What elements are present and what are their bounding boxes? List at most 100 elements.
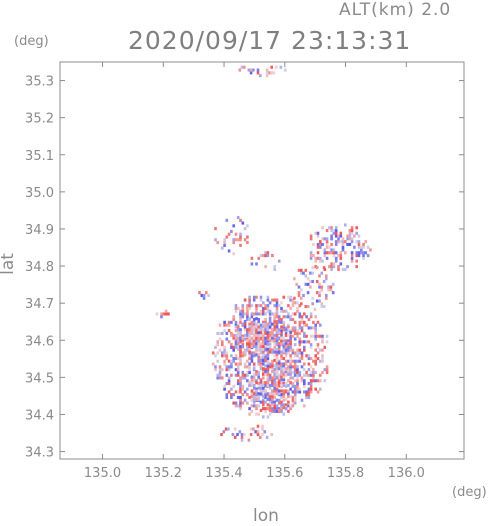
- data-cell: [287, 333, 290, 337]
- data-cell: [236, 433, 239, 437]
- data-cell: [316, 357, 320, 361]
- data-cell: [262, 333, 265, 337]
- y-tick-label: 34.4: [25, 408, 54, 423]
- data-cell: [298, 357, 302, 361]
- data-cell: [239, 243, 242, 247]
- data-cell: [284, 328, 288, 332]
- data-cell: [293, 359, 297, 363]
- data-cell: [241, 351, 245, 355]
- data-cell: [243, 348, 247, 352]
- data-cell: [274, 65, 278, 69]
- y-tick-label: 34.7: [25, 297, 54, 312]
- data-cell: [279, 65, 283, 69]
- data-cell: [312, 376, 315, 380]
- data-cell: [296, 309, 299, 313]
- data-cell: [218, 373, 222, 377]
- data-cell: [277, 328, 281, 332]
- data-cell: [319, 373, 322, 377]
- data-cell: [289, 306, 292, 310]
- data-cell: [355, 240, 358, 244]
- data-cell: [306, 291, 310, 295]
- data-cell: [355, 259, 358, 263]
- data-cell: [246, 337, 249, 341]
- data-cell: [304, 274, 308, 278]
- data-cell: [307, 393, 311, 397]
- data-cell: [266, 375, 270, 379]
- data-cell: [321, 334, 324, 338]
- y-tick-label: 34.6: [25, 334, 54, 349]
- data-cell: [236, 368, 240, 372]
- data-cell: [293, 326, 297, 330]
- data-cell: [252, 365, 256, 369]
- data-cell: [271, 403, 274, 407]
- data-cell: [346, 265, 349, 269]
- data-cell: [257, 375, 260, 379]
- data-cell: [223, 238, 226, 242]
- data-cell: [255, 412, 258, 416]
- data-cell: [270, 65, 273, 69]
- data-cell: [316, 345, 320, 349]
- data-cell: [255, 262, 258, 266]
- data-cell: [234, 354, 238, 358]
- data-cell: [227, 232, 231, 236]
- data-cell: [155, 312, 159, 316]
- data-cell: [305, 315, 308, 319]
- data-cell: [312, 320, 315, 324]
- data-cell: [284, 326, 288, 330]
- data-cell: [268, 343, 272, 347]
- data-cell: [223, 345, 226, 349]
- data-cell: [236, 365, 240, 369]
- data-cell: [298, 331, 302, 335]
- data-cell: [277, 318, 281, 322]
- data-cell: [255, 312, 258, 316]
- data-cell: [309, 373, 313, 377]
- data-cell: [264, 320, 267, 324]
- data-cell: [250, 357, 254, 361]
- data-cell: [222, 430, 226, 434]
- data-cell: [271, 328, 274, 332]
- data-cell: [259, 331, 263, 335]
- data-cell: [225, 354, 229, 358]
- data-cell: [303, 340, 306, 344]
- data-cell: [257, 370, 260, 374]
- data-cell: [239, 382, 242, 386]
- data-cell: [316, 351, 320, 355]
- data-cell: [257, 256, 260, 260]
- data-cell: [350, 251, 354, 255]
- data-cell: [316, 251, 320, 255]
- data-cell: [164, 309, 168, 313]
- data-cell: [277, 344, 281, 348]
- data-cell: [223, 384, 226, 388]
- data-cell: [273, 350, 276, 354]
- data-cell: [259, 358, 263, 362]
- data-cell: [287, 400, 290, 404]
- data-cell: [309, 345, 313, 349]
- data-cell: [273, 322, 276, 326]
- data-cell: [234, 390, 238, 394]
- data-cell: [362, 256, 365, 260]
- data-cell: [332, 248, 336, 252]
- data-cell: [277, 408, 281, 412]
- x-tick-label: 135.4: [205, 466, 242, 481]
- data-cell: [236, 238, 240, 242]
- data-cell: [268, 383, 272, 387]
- data-cell: [266, 372, 270, 376]
- data-cell: [293, 395, 297, 399]
- data-cell: [227, 340, 231, 344]
- data-cell: [255, 379, 258, 383]
- data-cell: [287, 379, 290, 383]
- data-cell: [287, 370, 290, 374]
- data-cell: [239, 318, 242, 322]
- data-cell: [275, 336, 279, 340]
- data-cell: [264, 347, 267, 351]
- data-cell: [241, 373, 245, 377]
- data-cell: [314, 334, 317, 338]
- data-cell: [239, 218, 242, 222]
- data-cell: [266, 415, 270, 419]
- data-cell: [273, 298, 276, 302]
- data-cell: [230, 354, 233, 358]
- data-cell: [318, 291, 321, 295]
- data-cell: [264, 336, 267, 340]
- data-cell: [216, 343, 219, 347]
- data-cell: [259, 362, 263, 366]
